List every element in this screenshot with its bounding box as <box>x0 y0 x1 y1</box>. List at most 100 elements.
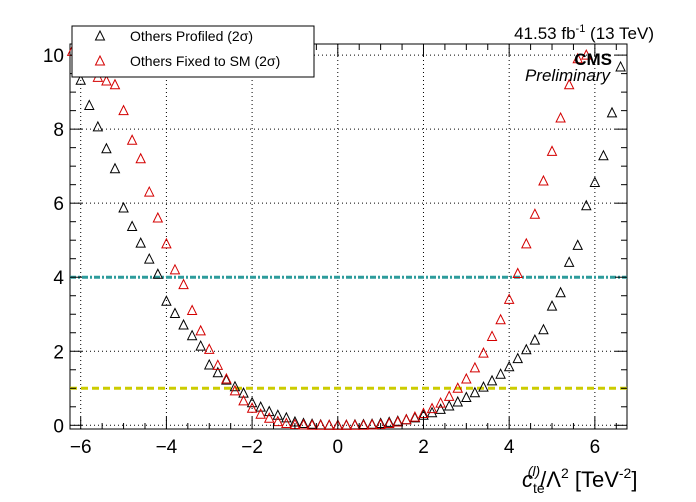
y-tick-label: 8 <box>53 120 64 141</box>
data-point <box>341 419 352 430</box>
data-point <box>135 237 147 248</box>
data-point <box>469 361 481 373</box>
data-point <box>169 307 181 318</box>
data-point <box>118 104 129 116</box>
legend-marker-fixed <box>94 54 106 66</box>
data-point <box>212 366 224 378</box>
data-point <box>563 256 575 267</box>
data-point <box>109 162 121 174</box>
data-point <box>546 145 558 156</box>
data-point <box>152 268 164 279</box>
data-point <box>392 415 404 427</box>
x-tick-label: 0 <box>332 437 343 458</box>
x-title-middle: /Λ <box>540 467 561 492</box>
data-point <box>135 152 147 164</box>
data-point <box>349 419 361 430</box>
data-point <box>143 185 155 197</box>
data-point <box>495 368 506 379</box>
data-point <box>92 120 104 132</box>
experiment-label: CMS <box>574 50 612 69</box>
x-title-sub: te <box>533 480 545 496</box>
x-tick-label: 6 <box>590 437 601 458</box>
data-point <box>255 401 266 412</box>
data-point <box>298 417 309 428</box>
data-point <box>461 372 472 384</box>
data-point <box>126 220 138 232</box>
data-point <box>272 409 284 420</box>
data-point <box>178 278 189 290</box>
data-point <box>272 415 284 427</box>
data-point <box>598 149 609 161</box>
data-point <box>118 201 129 213</box>
data-point <box>529 334 541 345</box>
y-tick-label: 6 <box>53 194 64 215</box>
x-tick-label: −2 <box>241 437 263 458</box>
data-point <box>409 411 421 422</box>
data-point <box>383 417 395 428</box>
data-point <box>358 419 369 430</box>
data-point <box>143 252 155 264</box>
data-point <box>109 78 121 90</box>
data-point <box>572 239 584 250</box>
data-point <box>503 360 515 372</box>
data-point <box>452 382 464 393</box>
data-point <box>572 52 584 64</box>
data-point <box>486 330 498 341</box>
x-title-unit-power: -2 <box>619 465 632 481</box>
data-point <box>323 419 335 430</box>
plot-frame <box>69 43 628 430</box>
data-point <box>435 403 446 414</box>
y-tick-label: 0 <box>53 416 64 437</box>
data-point <box>503 293 515 304</box>
data-point <box>452 395 464 407</box>
data-point <box>212 359 224 370</box>
y-tick-label: 10 <box>43 46 64 67</box>
data-point <box>161 237 172 249</box>
legend-label-profiled: Others Profiled (2σ) <box>130 28 253 44</box>
data-point <box>615 60 626 72</box>
series-1 <box>75 60 626 430</box>
y-tick-label: 4 <box>53 268 64 289</box>
data-point <box>546 299 558 311</box>
data-point <box>529 208 541 219</box>
data-point <box>306 419 318 430</box>
luminosity-label: 41.53 fb-1 (13 TeV) <box>514 23 654 43</box>
grid <box>70 44 627 429</box>
data-point <box>255 408 266 419</box>
legend-marker-profiled <box>94 29 106 41</box>
data-point <box>186 329 198 341</box>
data-series <box>66 45 626 430</box>
data-point <box>443 399 455 411</box>
data-point <box>512 267 524 279</box>
x-title-unit-close: ] <box>631 467 637 492</box>
x-axis-title: cte(l)/Λ2 [TeV-2] <box>522 463 637 496</box>
data-point <box>238 394 249 406</box>
data-point <box>555 111 566 123</box>
data-point <box>195 339 206 351</box>
data-point <box>426 402 438 414</box>
data-point <box>246 402 258 413</box>
x-tick-label: 4 <box>504 437 515 458</box>
x-title-unit: [TeV <box>569 467 619 492</box>
axes: −6 −4 −2 0 2 4 6 0 2 4 6 8 10 <box>43 44 627 458</box>
data-point <box>461 391 472 403</box>
data-point <box>152 211 164 223</box>
x-tick-label: −6 <box>70 437 92 458</box>
data-point <box>186 304 198 316</box>
data-point <box>478 381 489 392</box>
data-point <box>246 396 258 408</box>
data-point <box>555 286 566 298</box>
data-point <box>538 174 549 186</box>
data-point <box>203 358 215 370</box>
data-point <box>606 106 618 118</box>
data-point <box>366 418 378 430</box>
luminosity-value: 41.53 fb <box>514 24 575 43</box>
data-point <box>401 413 412 425</box>
reference-lines <box>70 275 627 390</box>
data-point <box>401 413 412 425</box>
data-point <box>169 263 181 275</box>
data-point <box>580 199 592 211</box>
data-point <box>580 48 592 60</box>
data-point <box>281 417 292 428</box>
